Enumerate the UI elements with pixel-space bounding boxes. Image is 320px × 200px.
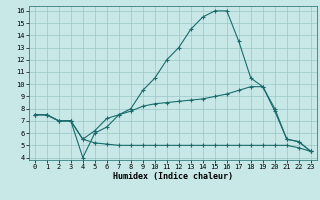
- X-axis label: Humidex (Indice chaleur): Humidex (Indice chaleur): [113, 172, 233, 181]
